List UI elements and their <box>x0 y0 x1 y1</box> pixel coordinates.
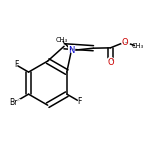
Text: F: F <box>76 96 82 106</box>
Text: F: F <box>14 60 18 69</box>
Text: Br: Br <box>10 98 18 107</box>
Text: CH₃: CH₃ <box>131 43 143 49</box>
Text: N: N <box>67 45 76 55</box>
Text: O: O <box>120 37 129 47</box>
Text: O: O <box>106 57 115 67</box>
Text: CH₃: CH₃ <box>51 35 73 45</box>
Text: Br: Br <box>6 96 22 109</box>
Text: O: O <box>107 58 114 67</box>
Text: N: N <box>68 46 75 55</box>
Text: CH₃: CH₃ <box>56 37 68 43</box>
Text: F: F <box>77 97 81 106</box>
Text: CH₃: CH₃ <box>126 41 149 51</box>
Text: O: O <box>121 38 128 47</box>
Text: F: F <box>13 60 20 70</box>
